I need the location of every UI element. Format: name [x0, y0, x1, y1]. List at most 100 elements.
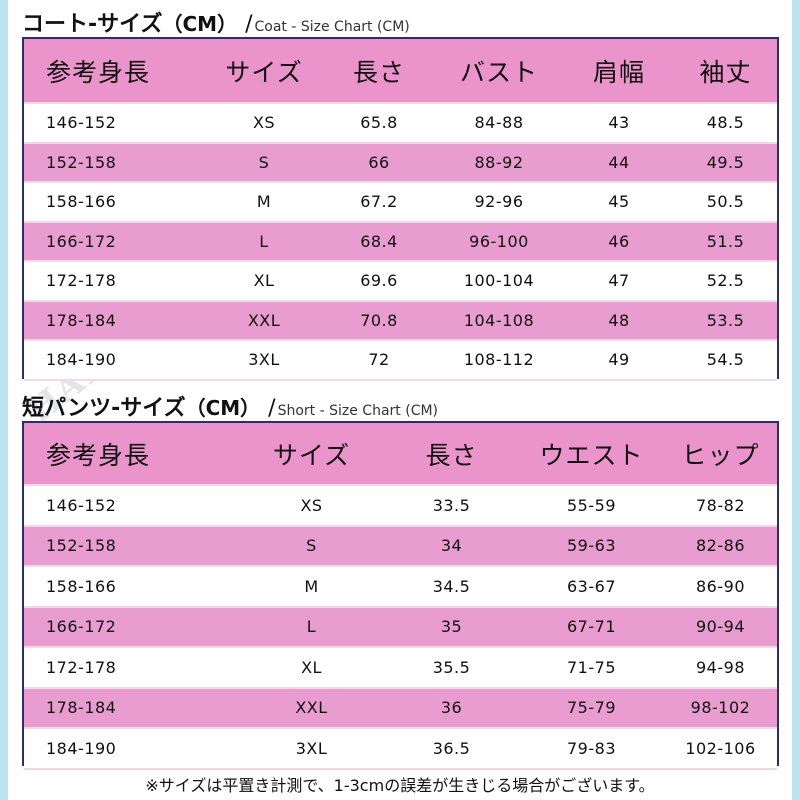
table-cell: 53.5	[674, 300, 777, 340]
table-cell: 86-90	[664, 565, 777, 608]
coat-size-table: 参考身長 サイズ 長さ バスト 肩幅 袖丈 146-152 XS 65.8 84-88…	[22, 37, 779, 381]
table-cell: 158-166	[24, 565, 239, 608]
table-cell: S	[239, 525, 384, 566]
table-cell: 102-106	[664, 727, 777, 770]
table-cell: 84-88	[434, 102, 564, 144]
table-cell: L	[204, 221, 324, 261]
table-cell: 90-94	[664, 606, 777, 647]
coat-section-title: コート-サイズ （CM） / Coat - Size Chart (CM)	[22, 6, 410, 38]
table-cell: 172-178	[24, 646, 239, 689]
table-cell: 70.8	[324, 300, 434, 340]
coat-title-slash: /	[245, 12, 253, 37]
table-cell: 34.5	[384, 565, 519, 608]
shorts-size-table: 参考身長 サイズ 長さ ウエスト ヒップ 146-152 XS 33.5 55-59 7…	[22, 421, 779, 770]
table-cell: 43	[564, 102, 674, 144]
coat-header-row: 参考身長 サイズ 長さ バスト 肩幅 袖丈	[24, 39, 777, 103]
table-cell: 48.5	[674, 102, 777, 144]
table-cell: 69.6	[324, 260, 434, 302]
coat-header-cell: 袖丈	[674, 39, 777, 103]
table-cell: XL	[204, 260, 324, 302]
shorts-title-slash: /	[268, 396, 276, 421]
table-cell: XXL	[204, 300, 324, 340]
table-cell: 47	[564, 260, 674, 302]
shorts-title-jp: 短パンツ-サイズ	[22, 396, 186, 421]
table-row: 178-184 XXL 36 75-79 98-102	[24, 687, 777, 728]
table-cell: 35.5	[384, 646, 519, 689]
table-cell: 34	[384, 525, 519, 566]
table-cell: 75-79	[519, 687, 664, 728]
table-row: 146-152 XS 33.5 55-59 78-82	[24, 484, 777, 527]
table-cell: XL	[239, 646, 384, 689]
table-cell: 94-98	[664, 646, 777, 689]
table-cell: 178-184	[24, 300, 204, 340]
shorts-header-cell: 参考身長	[24, 423, 239, 485]
table-cell: XXL	[239, 687, 384, 728]
shorts-section-title: 短パンツ-サイズ （CM） / Short - Size Chart (CM)	[22, 390, 438, 422]
table-cell: 88-92	[434, 142, 564, 182]
table-cell: 82-86	[664, 525, 777, 566]
table-cell: 184-190	[24, 339, 204, 381]
table-row: 172-178 XL 69.6 100-104 47 52.5	[24, 260, 777, 302]
table-cell: 184-190	[24, 727, 239, 770]
table-cell: 79-83	[519, 727, 664, 770]
coat-header-cell: 長さ	[324, 39, 434, 103]
table-cell: 49.5	[674, 142, 777, 182]
table-row: 158-166 M 67.2 92-96 45 50.5	[24, 181, 777, 223]
coat-title-jp: コート-サイズ	[22, 12, 163, 37]
measurement-footnote: ※サイズは平置き計測で、1-3cmの誤差が生きじる場合がございます。	[145, 776, 655, 795]
table-cell: 92-96	[434, 181, 564, 223]
table-cell: 178-184	[24, 687, 239, 728]
shorts-header-cell: ヒップ	[664, 423, 777, 485]
table-cell: 50.5	[674, 181, 777, 223]
table-cell: 146-152	[24, 102, 204, 144]
shorts-header-row: 参考身長 サイズ 長さ ウエスト ヒップ	[24, 423, 777, 485]
shorts-header-cell: 長さ	[384, 423, 519, 485]
table-row: 166-172 L 68.4 96-100 46 51.5	[24, 221, 777, 261]
coat-header-cell: サイズ	[204, 39, 324, 103]
table-cell: 35	[384, 606, 519, 647]
table-row: 178-184 XXL 70.8 104-108 48 53.5	[24, 300, 777, 340]
table-cell: 104-108	[434, 300, 564, 340]
table-cell: 3XL	[204, 339, 324, 381]
table-cell: 166-172	[24, 606, 239, 647]
table-cell: 36	[384, 687, 519, 728]
table-cell: 71-75	[519, 646, 664, 689]
shorts-header-cell: ウエスト	[519, 423, 664, 485]
table-cell: 152-158	[24, 525, 239, 566]
table-cell: 36.5	[384, 727, 519, 770]
table-row: 146-152 XS 65.8 84-88 43 48.5	[24, 102, 777, 144]
table-cell: 67.2	[324, 181, 434, 223]
table-cell: M	[239, 565, 384, 608]
table-cell: L	[239, 606, 384, 647]
table-cell: 33.5	[384, 484, 519, 527]
coat-title-cm: （CM）	[162, 12, 238, 36]
table-cell: 67-71	[519, 606, 664, 647]
table-cell: 51.5	[674, 221, 777, 261]
table-cell: S	[204, 142, 324, 182]
table-row: 184-190 3XL 36.5 79-83 102-106	[24, 727, 777, 770]
table-cell: 98-102	[664, 687, 777, 728]
table-cell: 48	[564, 300, 674, 340]
table-cell: 3XL	[239, 727, 384, 770]
shorts-title-en: Short - Size Chart (CM)	[277, 403, 439, 419]
table-cell: 63-67	[519, 565, 664, 608]
table-cell: 66	[324, 142, 434, 182]
table-cell: M	[204, 181, 324, 223]
table-row: 166-172 L 35 67-71 90-94	[24, 606, 777, 647]
table-cell: 166-172	[24, 221, 204, 261]
table-cell: 49	[564, 339, 674, 381]
table-cell: 100-104	[434, 260, 564, 302]
table-cell: 68.4	[324, 221, 434, 261]
table-row: 184-190 3XL 72 108-112 49 54.5	[24, 339, 777, 381]
table-row: 152-158 S 34 59-63 82-86	[24, 525, 777, 566]
table-cell: 54.5	[674, 339, 777, 381]
table-cell: 46	[564, 221, 674, 261]
table-cell: 146-152	[24, 484, 239, 527]
table-cell: 72	[324, 339, 434, 381]
table-row: 158-166 M 34.5 63-67 86-90	[24, 565, 777, 608]
shorts-header-cell: サイズ	[239, 423, 384, 485]
table-cell: 172-178	[24, 260, 204, 302]
table-row: 152-158 S 66 88-92 44 49.5	[24, 142, 777, 182]
table-cell: 158-166	[24, 181, 204, 223]
coat-title-en: Coat - Size Chart (CM)	[254, 19, 410, 35]
